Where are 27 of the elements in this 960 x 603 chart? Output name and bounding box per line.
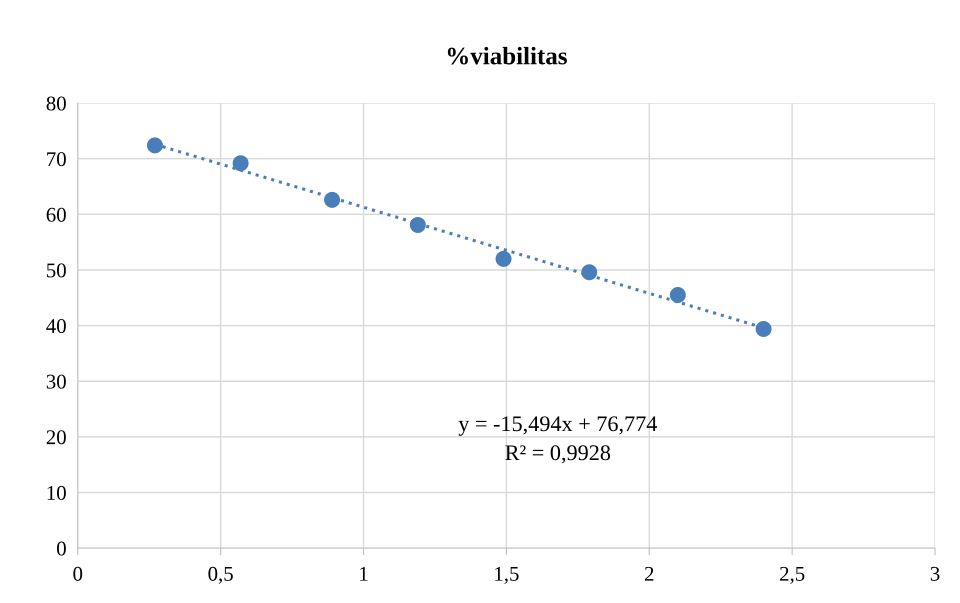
x-tick-label: 2 [644, 566, 654, 581]
x-tick-label: 2,5 [780, 566, 804, 584]
y-tick-label: 20 [46, 430, 66, 444]
y-tick-label: 0 [57, 542, 66, 556]
annotation: y = -15,494x + 76,774 [458, 416, 658, 436]
point [232, 155, 249, 172]
y-tick-label: 50 [47, 263, 66, 278]
y-tick-label: 30 [46, 374, 66, 389]
x-tick-label: 0 [73, 566, 82, 581]
point [410, 216, 426, 233]
x-tick-label: 1,5 [495, 566, 519, 584]
annotation: R² = 0,9928 [505, 445, 610, 464]
point [581, 264, 598, 280]
x-tick-label: 0,5 [208, 566, 233, 584]
point [670, 287, 686, 304]
chart-title: %viabilitas [448, 46, 567, 65]
y-tick-label: 40 [46, 318, 66, 334]
y-tick-label: 10 [48, 486, 66, 500]
x-tick-label: 1 [360, 566, 368, 581]
point [324, 192, 340, 208]
y-tick-label: 60 [46, 208, 66, 222]
point [146, 137, 163, 154]
y-tick-label: 80 [46, 96, 66, 111]
x-tick-label: 3 [930, 566, 940, 581]
point [756, 320, 772, 337]
y-tick-label: 70 [47, 152, 66, 166]
point [496, 250, 512, 267]
